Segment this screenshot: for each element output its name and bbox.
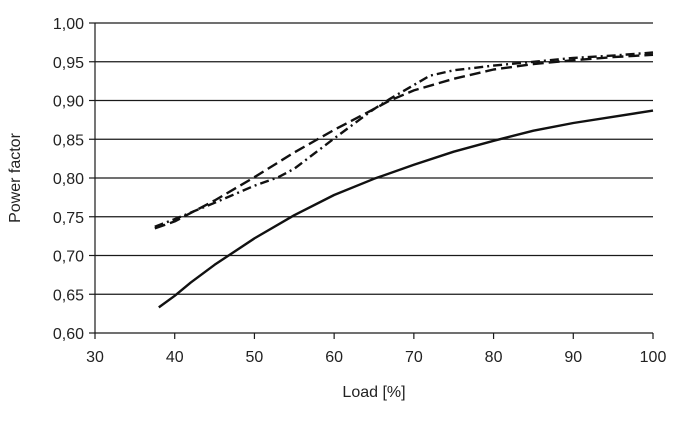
x-tick-label: 60 xyxy=(325,349,343,366)
series-line-dash-dot xyxy=(154,51,654,228)
x-tick-label: 70 xyxy=(405,349,423,366)
axis-layer xyxy=(89,22,654,339)
x-tick-label: 80 xyxy=(485,349,503,366)
series-line-dashed xyxy=(154,53,654,230)
y-tick-label: 0,60 xyxy=(53,326,84,343)
series-layer xyxy=(154,51,654,309)
x-tick-label: 90 xyxy=(564,349,582,366)
x-axis-label: Load [%] xyxy=(342,384,405,401)
y-tick-label: 0,95 xyxy=(53,55,84,72)
y-tick-label: 1,00 xyxy=(53,16,84,33)
tick-label-layer: 0,60 0,65 0,70 0,75 0,80 0,85 0,90 0,95 1,00 30 40… xyxy=(53,16,667,366)
series-line-solid xyxy=(158,109,654,309)
y-tick-label: 0,80 xyxy=(53,171,84,188)
x-tick-label: 30 xyxy=(86,349,104,366)
x-tick-label: 50 xyxy=(246,349,264,366)
x-tick-label: 40 xyxy=(166,349,184,366)
y-tick-label: 0,65 xyxy=(53,287,84,304)
y-axis-label: Power factor xyxy=(7,132,24,222)
y-tick-label: 0,75 xyxy=(53,210,84,227)
y-tick-label: 0,85 xyxy=(53,132,84,149)
y-tick-label: 0,90 xyxy=(53,94,84,111)
y-tick-label: 0,70 xyxy=(53,249,84,266)
grid-layer xyxy=(95,22,653,295)
x-tick-label: 100 xyxy=(640,349,667,366)
